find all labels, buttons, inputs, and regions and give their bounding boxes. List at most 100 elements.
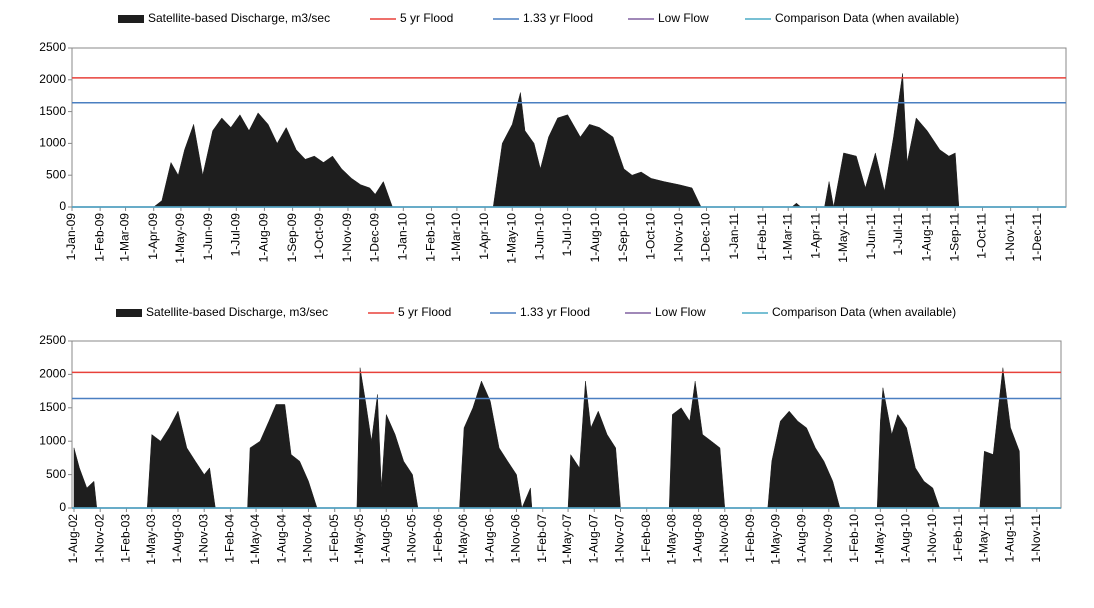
x-tick-label: 1-Aug-09 [795, 514, 809, 564]
x-tick-label: 1-Nov-02 [92, 514, 106, 564]
x-tick-label: 1-Apr-10 [477, 213, 491, 260]
y-tick-label: 500 [46, 167, 66, 181]
x-tick-label: 1-Nov-09 [340, 213, 354, 263]
y-tick-label: 2000 [39, 72, 66, 86]
x-tick-label: 1-Aug-10 [588, 213, 602, 263]
x-tick-label: 1-Sep-09 [285, 213, 299, 263]
legend-label: Comparison Data (when available) [775, 11, 959, 25]
x-tick-label: 1-Apr-11 [809, 213, 823, 259]
x-tick-label: 1-Aug-04 [274, 514, 288, 564]
y-tick-label: 2000 [39, 367, 66, 381]
legend-swatch [116, 309, 142, 317]
discharge-area [73, 367, 1054, 509]
x-tick-label: 1-Dec-09 [367, 213, 381, 263]
x-tick-label: 1-Feb-11 [951, 514, 965, 562]
x-tick-label: 1-May-10 [504, 213, 518, 264]
x-tick-label: 1-Nov-09 [821, 514, 835, 564]
x-tick-label: 1-Feb-04 [223, 514, 237, 563]
x-tick-label: 1-Jul-11 [891, 213, 905, 256]
x-tick-label: 1-Mar-10 [449, 213, 463, 262]
x-tick-label: 1-Sep-10 [616, 213, 630, 263]
x-tick-label: 1-Jan-11 [727, 213, 741, 260]
x-tick-label: 1-Dec-11 [1030, 213, 1044, 262]
x-tick-label: 1-May-07 [560, 514, 574, 565]
x-tick-label: 1-Jul-10 [560, 213, 574, 257]
discharge-area [72, 73, 1066, 208]
legend-label: 1.33 yr Flood [520, 305, 590, 319]
x-tick-label: 1-Dec-10 [699, 213, 713, 263]
y-tick-label: 0 [59, 199, 66, 213]
x-tick-label: 1-Nov-11 [1029, 514, 1043, 563]
y-tick-label: 1500 [39, 400, 66, 414]
x-tick-label: 1-Aug-10 [899, 514, 913, 564]
x-tick-label: 1-Feb-05 [327, 514, 341, 563]
x-tick-label: 1-Jan-09 [64, 213, 78, 261]
x-tick-label: 1-May-09 [173, 213, 187, 264]
x-tick-label: 1-Mar-11 [780, 213, 794, 261]
x-tick-label: 1-May-03 [144, 514, 158, 565]
y-tick-label: 1000 [39, 136, 66, 150]
x-tick-label: 1-Mar-09 [118, 213, 132, 262]
legend-label: Low Flow [655, 305, 706, 319]
legend-label: Low Flow [658, 11, 709, 25]
x-tick-label: 1-Aug-11 [919, 213, 933, 262]
x-tick-label: 1-Aug-05 [378, 514, 392, 564]
legend-label: Comparison Data (when available) [772, 305, 956, 319]
legend-label: 5 yr Flood [398, 305, 451, 319]
x-tick-label: 1-Feb-09 [743, 514, 757, 563]
x-tick-label: 1-Aug-02 [66, 514, 80, 564]
x-tick-label: 1-May-04 [248, 514, 262, 565]
legend-swatch [118, 15, 144, 23]
x-tick-label: 1-May-06 [456, 514, 470, 565]
x-tick-label: 1-Oct-09 [312, 213, 326, 260]
x-tick-label: 1-Feb-08 [639, 514, 653, 563]
legend-label: 5 yr Flood [400, 11, 453, 25]
x-tick-label: 1-May-11 [977, 514, 991, 564]
x-tick-label: 1-Aug-03 [170, 514, 184, 564]
x-tick-label: 1-Nov-03 [196, 514, 210, 564]
x-tick-label: 1-Feb-10 [847, 514, 861, 563]
x-tick-label: 1-Oct-10 [643, 213, 657, 260]
x-tick-label: 1-Nov-10 [925, 514, 939, 564]
x-tick-label: 1-Jul-09 [228, 213, 242, 257]
x-tick-label: 1-May-11 [836, 213, 850, 263]
x-tick-label: 1-Jun-11 [864, 213, 878, 260]
x-tick-label: 1-Nov-10 [671, 213, 685, 263]
x-tick-label: 1-Feb-03 [119, 514, 133, 563]
x-tick-label: 1-Nov-06 [509, 514, 523, 564]
x-tick-label: 1-May-08 [665, 514, 679, 565]
x-tick-label: 1-Jan-10 [396, 213, 410, 261]
x-tick-label: 1-Nov-04 [301, 514, 315, 564]
x-tick-label: 1-Nov-11 [1003, 213, 1017, 262]
x-tick-label: 1-May-10 [873, 514, 887, 565]
legend-label: Satellite-based Discharge, m3/sec [148, 11, 330, 25]
x-tick-label: 1-Feb-10 [424, 213, 438, 262]
x-tick-label: 1-Feb-06 [431, 514, 445, 563]
y-tick-label: 2500 [39, 40, 66, 54]
x-tick-label: 1-Sep-11 [947, 213, 961, 262]
x-tick-label: 1-Aug-09 [257, 213, 271, 263]
x-tick-label: 1-May-05 [352, 514, 366, 565]
x-tick-label: 1-Aug-06 [482, 514, 496, 564]
x-tick-label: 1-Nov-07 [613, 514, 627, 564]
x-tick-label: 1-Nov-08 [717, 514, 731, 564]
y-tick-label: 1500 [39, 104, 66, 118]
x-tick-label: 1-Feb-11 [755, 213, 769, 261]
x-tick-label: 1-Feb-07 [535, 514, 549, 563]
x-tick-label: 1-Nov-05 [405, 514, 419, 564]
y-tick-label: 1000 [39, 433, 66, 447]
y-tick-label: 2500 [39, 333, 66, 347]
x-tick-label: 1-Aug-08 [691, 514, 705, 564]
x-tick-label: 1-Apr-09 [146, 213, 160, 260]
legend-label: Satellite-based Discharge, m3/sec [146, 305, 328, 319]
x-tick-label: 1-Aug-11 [1003, 514, 1017, 563]
x-tick-label: 1-Oct-11 [975, 213, 989, 259]
x-tick-label: 1-Feb-09 [92, 213, 106, 262]
y-tick-label: 500 [46, 467, 66, 481]
y-tick-label: 0 [59, 500, 66, 514]
x-tick-label: 1-Aug-07 [586, 514, 600, 564]
x-tick-label: 1-Jun-10 [533, 213, 547, 261]
x-tick-label: 1-Jun-09 [201, 213, 215, 261]
legend-label: 1.33 yr Flood [523, 11, 593, 25]
